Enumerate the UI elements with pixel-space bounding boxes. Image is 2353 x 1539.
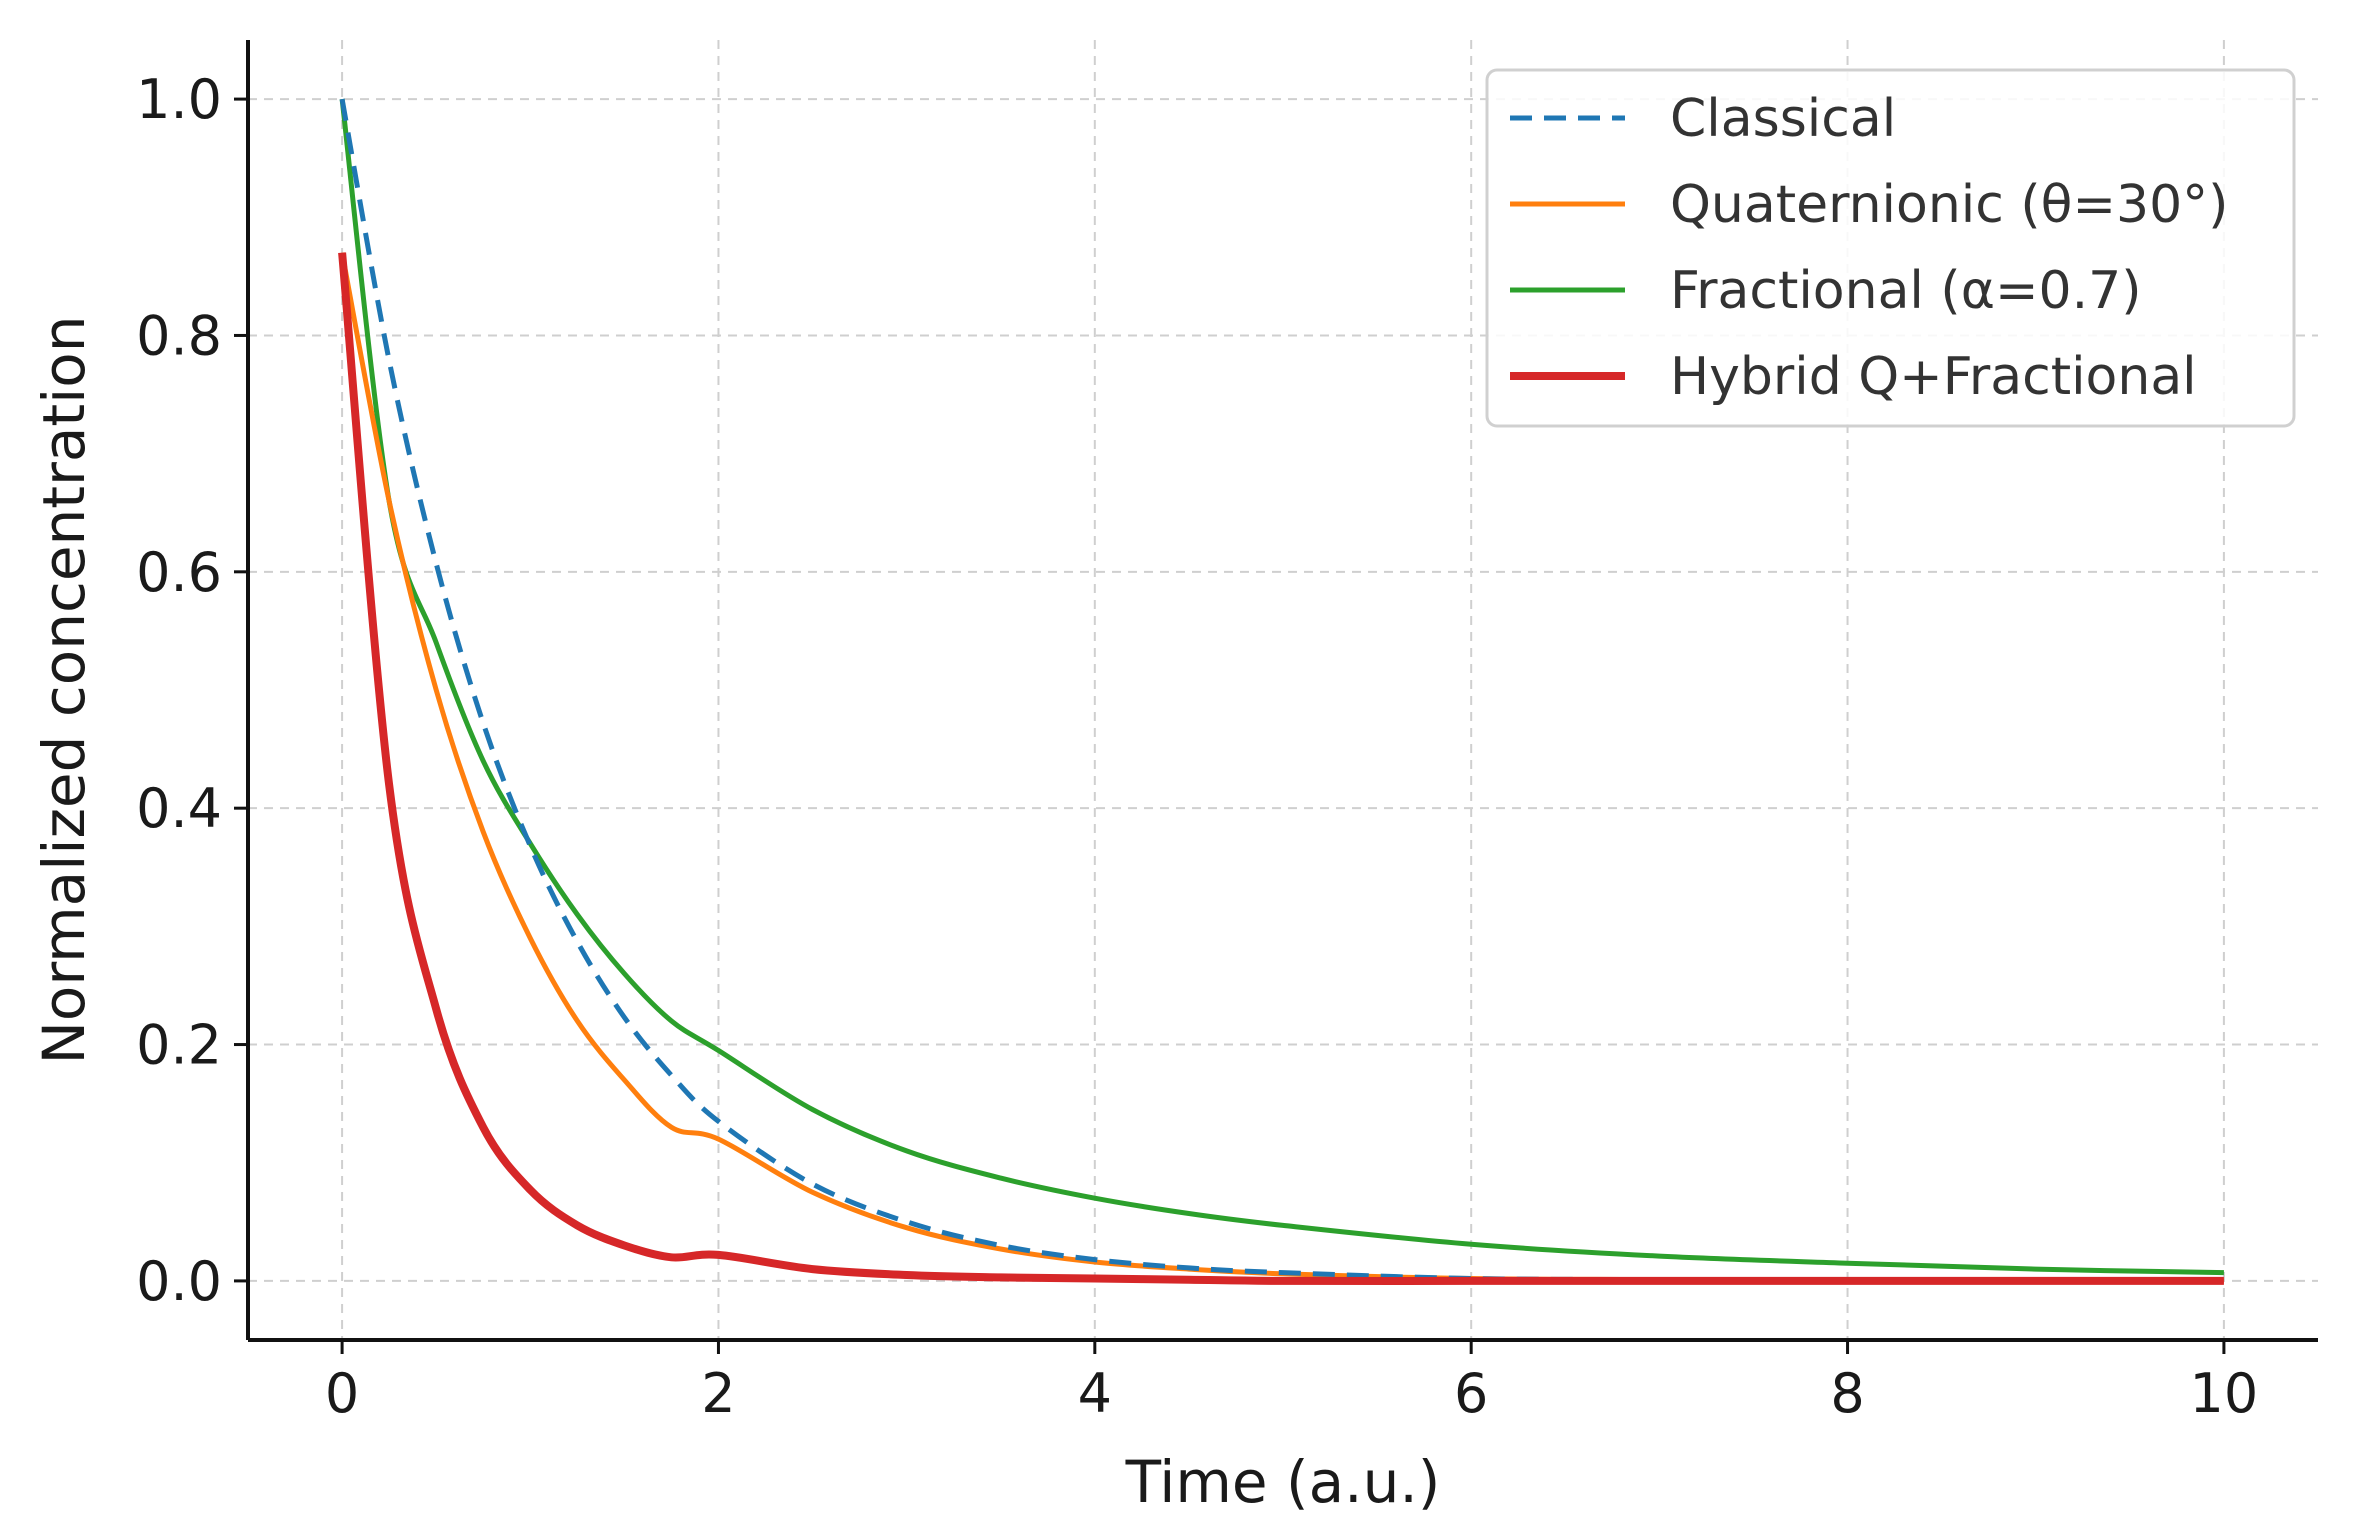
x-axis-label: Time (a.u.) xyxy=(1125,1448,1441,1516)
y-tick-label: 0.6 xyxy=(136,541,222,604)
y-axis-label: Normalized concentration xyxy=(30,315,98,1064)
x-tick-label: 10 xyxy=(2190,1362,2259,1425)
x-tick-label: 0 xyxy=(325,1362,359,1425)
y-tick-label: 0.0 xyxy=(136,1250,222,1313)
legend-label-1: Quaternionic (θ=30°) xyxy=(1670,175,2228,235)
y-ticks: 0.0 0.2 0.4 0.6 0.8 1.0 xyxy=(136,68,248,1313)
y-tick-label: 0.2 xyxy=(136,1014,222,1077)
series-layer xyxy=(338,98,2224,1285)
axes xyxy=(246,40,2318,1342)
series-line-3 xyxy=(338,252,2224,1285)
y-tick-label: 1.0 xyxy=(136,68,222,131)
legend-box xyxy=(1485,68,2296,428)
x-tick-label: 4 xyxy=(1078,1362,1112,1425)
x-tick-label: 2 xyxy=(701,1362,735,1425)
series-line-2 xyxy=(339,98,2224,1276)
x-ticks: 0 2 4 6 8 10 xyxy=(325,1340,2258,1425)
y-tick-label: 0.8 xyxy=(136,304,222,367)
legend-label-2: Fractional (α=0.7) xyxy=(1670,261,2142,321)
y-tick-label: 0.4 xyxy=(136,777,222,840)
x-tick-label: 6 xyxy=(1454,1362,1488,1425)
legend-label-0: Classical xyxy=(1670,89,1896,149)
legend-label-3: Hybrid Q+Fractional xyxy=(1670,347,2197,407)
legend: Classical Quaternionic (θ=30°) Fractional … xyxy=(1485,68,2296,428)
x-tick-label: 8 xyxy=(1830,1362,1864,1425)
